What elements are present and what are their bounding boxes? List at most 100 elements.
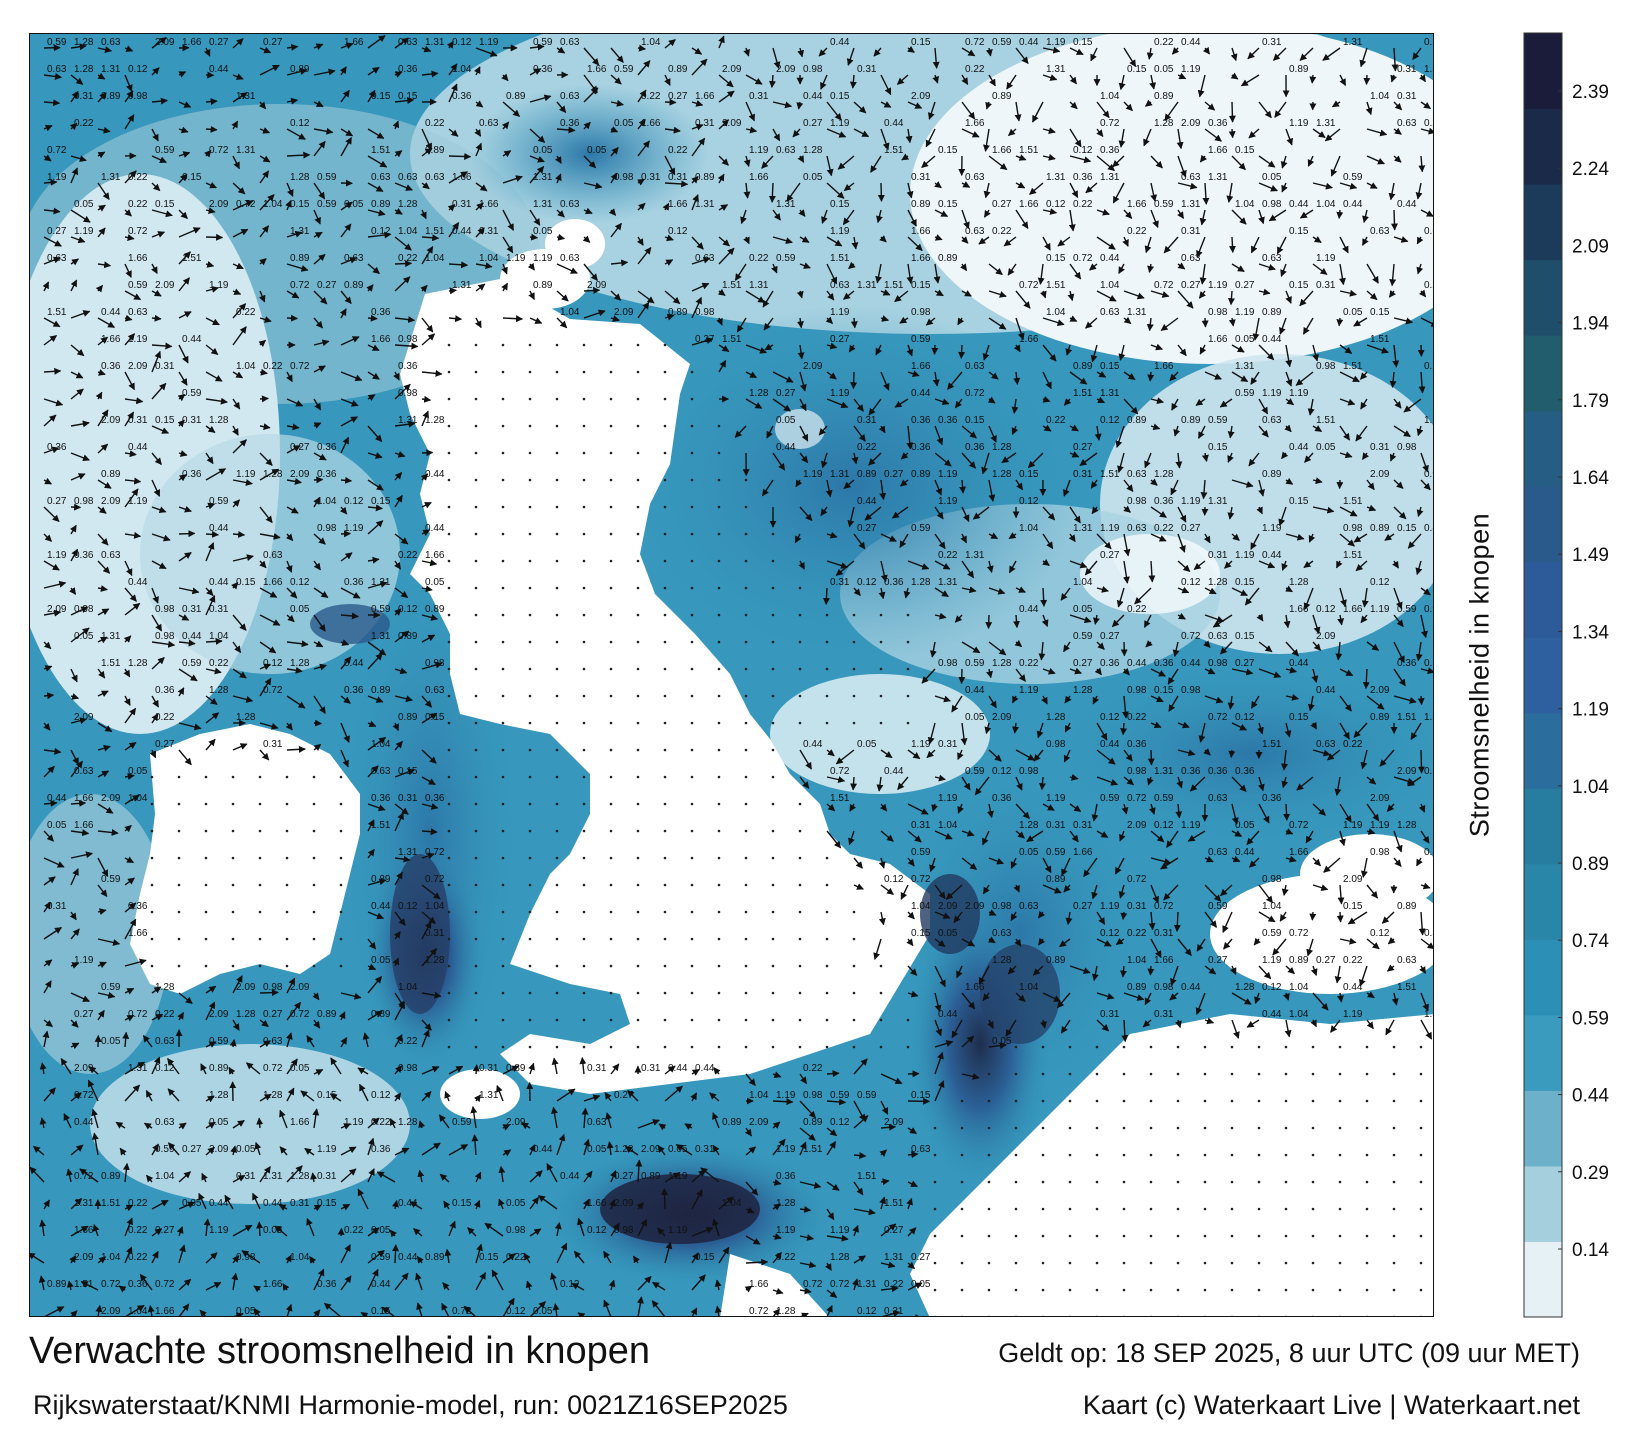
speed-value-label: 0.22 <box>1127 226 1147 237</box>
grid-dot <box>555 343 559 347</box>
speed-value-label: 0.05 <box>209 1117 229 1128</box>
speed-value-label: 1.04 <box>1100 280 1120 291</box>
grid-dot <box>285 964 289 968</box>
speed-value-label: 1.28 <box>776 1198 796 1209</box>
current-arrow <box>232 200 254 211</box>
grid-dot <box>1230 1234 1234 1238</box>
grid-dot <box>447 451 451 455</box>
speed-value-label: 0.89 <box>506 1063 526 1074</box>
current-arrow <box>340 201 353 211</box>
grid-dot <box>879 721 883 725</box>
speed-value-label: 0.72 <box>209 145 229 156</box>
speed-value-label: 0.63 <box>425 172 445 183</box>
speed-value-label: 1.28 <box>128 658 148 669</box>
grid-dot <box>798 991 802 995</box>
grid-dot <box>690 937 694 941</box>
grid-dot <box>528 640 532 644</box>
grid-dot <box>150 937 154 941</box>
map-area[interactable]: 0.59 1.28 0.63 2.09 1.66 0.27 0.27 1.66 0.63 1.31… <box>29 33 1434 1317</box>
speed-value-label: 0.27 <box>74 1009 94 1020</box>
grid-dot <box>501 883 505 887</box>
current-arrow <box>232 228 249 238</box>
speed-value-label: 1.66 <box>911 361 931 372</box>
speed-value-label: 0.12 <box>398 901 418 912</box>
speed-value-label: 0.36 <box>938 415 958 426</box>
grid-dot <box>1041 1126 1045 1130</box>
grid-dot <box>582 883 586 887</box>
current-arrow <box>880 289 891 296</box>
current-arrow <box>1339 398 1356 406</box>
speed-value-label: 0.36 <box>1397 658 1417 669</box>
grid-dot <box>825 883 829 887</box>
speed-value-label: 0.15 <box>371 91 391 102</box>
current-arrow <box>826 342 838 350</box>
current-arrow <box>232 73 244 80</box>
speed-value-label: 2.09 <box>47 604 67 615</box>
grid-dot <box>1392 1261 1396 1265</box>
speed-value-label: 0.44 <box>398 1252 418 1263</box>
current-arrow <box>392 120 400 130</box>
grid-dot <box>1419 1261 1423 1265</box>
grid-dot <box>258 964 262 968</box>
speed-value-label: 2.09 <box>209 1009 229 1020</box>
speed-value-label: 1.19 <box>830 1225 850 1236</box>
grid-dot <box>744 829 748 833</box>
grid-dot <box>933 1207 937 1211</box>
current-arrow <box>879 235 887 243</box>
grid-dot <box>987 1153 991 1157</box>
grid-dot <box>1095 1234 1099 1238</box>
speed-value-label: 0.89 <box>1046 955 1066 966</box>
current-arrow <box>97 261 112 269</box>
speed-value-label: 0.31 <box>641 172 661 183</box>
current-arrow <box>718 74 734 88</box>
speed-value-label: 0.22 <box>803 1063 823 1074</box>
current-arrow <box>1090 47 1098 62</box>
current-arrow <box>718 35 725 49</box>
grid-dot <box>528 937 532 941</box>
current-arrow <box>1366 155 1385 165</box>
speed-value-label: 0.31 <box>1316 280 1336 291</box>
speed-value-label: 0.63 <box>47 64 67 75</box>
speed-value-label: 0.31 <box>1154 928 1174 939</box>
grid-dot <box>717 856 721 860</box>
grid-dot <box>447 964 451 968</box>
grid-dot <box>501 1018 505 1022</box>
speed-value-label: 0.63 <box>1370 226 1390 237</box>
current-arrow <box>762 290 774 308</box>
speed-value-label: 0.36 <box>1208 766 1228 777</box>
current-arrow <box>1258 288 1271 296</box>
speed-value-label: 0.27 <box>911 1252 931 1263</box>
grid-dot <box>1068 1234 1072 1238</box>
current-arrow <box>637 118 646 130</box>
current-arrow <box>367 128 385 140</box>
grid-dot <box>1095 1072 1099 1076</box>
current-arrow <box>1252 317 1260 341</box>
grid-dot <box>934 1315 936 1316</box>
current-arrow <box>367 263 380 275</box>
grid-dot <box>285 937 289 941</box>
speed-value-label: 1.28 <box>236 1009 256 1020</box>
current-arrow <box>124 314 133 322</box>
current-arrow <box>1042 344 1057 362</box>
speed-value-label: 0.89 <box>1397 901 1417 912</box>
speed-value-label: 0.44 <box>1316 685 1336 696</box>
speed-value-label: 0.12 <box>1019 496 1039 507</box>
grid-dot <box>771 883 775 887</box>
current-arrow <box>420 209 427 220</box>
speed-value-label: 0.27 <box>1073 442 1093 453</box>
speed-value-label: 0.36 <box>1424 928 1434 939</box>
grid-dot <box>1149 1099 1153 1103</box>
grid-dot <box>285 802 289 806</box>
current-arrow <box>232 288 242 295</box>
current-arrow <box>978 236 990 245</box>
current-arrow <box>151 67 160 76</box>
current-arrow <box>1011 398 1019 414</box>
speed-value-label: 0.15 <box>236 577 256 588</box>
speed-value-label: 0.59 <box>1046 847 1066 858</box>
speed-value-label: 1.66 <box>155 1306 175 1317</box>
speed-value-label: 1.04 <box>371 739 391 750</box>
grid-dot <box>636 991 640 995</box>
speed-value-label: 1.51 <box>857 1171 877 1182</box>
speed-value-label: 0.27 <box>776 388 796 399</box>
current-arrow <box>529 68 542 76</box>
